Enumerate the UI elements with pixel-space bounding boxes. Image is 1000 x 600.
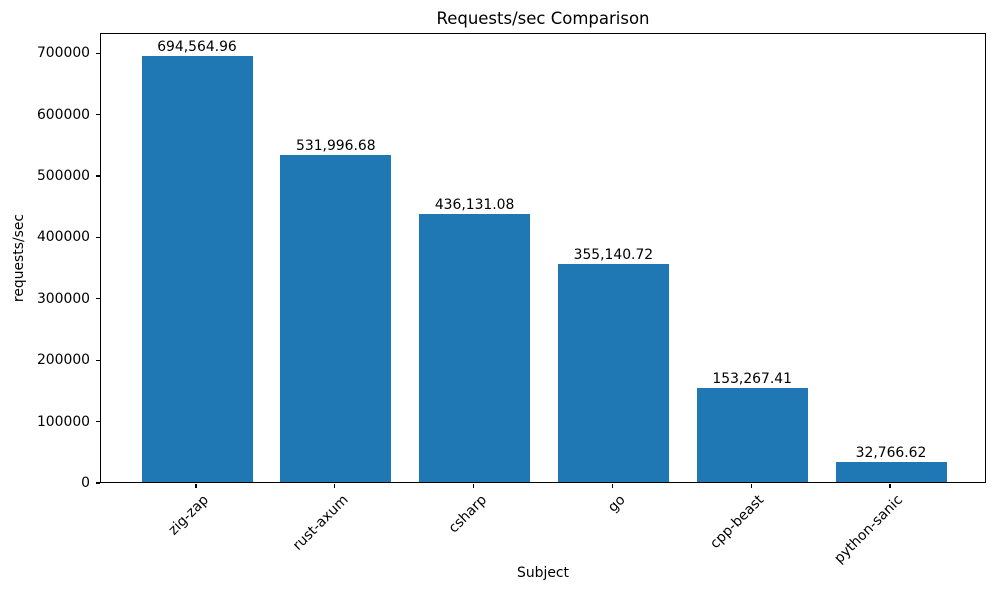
y-tick-label: 700000 [36,45,90,62]
y-tick-mark [96,359,100,361]
bar [835,461,947,482]
y-tick-label: 600000 [36,106,90,123]
bar [280,155,392,482]
y-tick-mark [96,482,100,484]
x-tick-label: python-sanic [735,492,907,567]
x-tick-label: cpp-beast [596,492,768,552]
y-tick-label: 100000 [36,413,90,430]
bar-value-label: 32,766.62 [855,444,927,461]
x-tick-mark [750,484,752,488]
y-tick-label: 200000 [36,352,90,369]
x-tick-mark [195,484,197,488]
bar [557,263,669,482]
bar-value-label: 694,564.96 [157,38,237,55]
x-tick-label: go [457,492,629,516]
x-tick-mark [611,484,613,488]
bar-value-label: 531,996.68 [296,138,376,155]
bar [141,55,253,482]
bar [419,214,531,482]
y-tick-mark [96,298,100,300]
x-tick-label: zig-zap [41,492,212,538]
y-tick-label: 300000 [36,290,90,307]
y-tick-mark [96,114,100,116]
y-tick-label: 400000 [36,229,90,246]
chart-title: Requests/sec Comparison [436,9,650,28]
x-tick-label: csharp [319,492,490,536]
bar-value-label: 355,140.72 [573,246,654,263]
y-tick-mark [96,236,100,239]
x-tick-label-text: python-sanic [831,492,907,567]
bar-value-label: 153,267.41 [712,370,792,387]
y-tick-mark [96,421,100,423]
y-tick-mark [96,175,100,177]
x-tick-label: rust-axum [180,492,351,554]
plot-area: 694,564.96 531,996.68 436,131.08 355,140.72… [100,33,986,483]
x-tick-mark [334,484,336,488]
bar-value-label: 436,131.08 [434,197,515,214]
y-axis-label-text: requests/sec [11,213,28,303]
bar [696,387,808,482]
x-tick-mark [889,484,891,488]
x-tick-mark [473,484,475,488]
y-tick-mark [96,52,100,54]
y-tick-label: 500000 [36,168,90,185]
y-tick-label: 0 [81,475,90,491]
x-axis-label: Subject [517,565,569,581]
